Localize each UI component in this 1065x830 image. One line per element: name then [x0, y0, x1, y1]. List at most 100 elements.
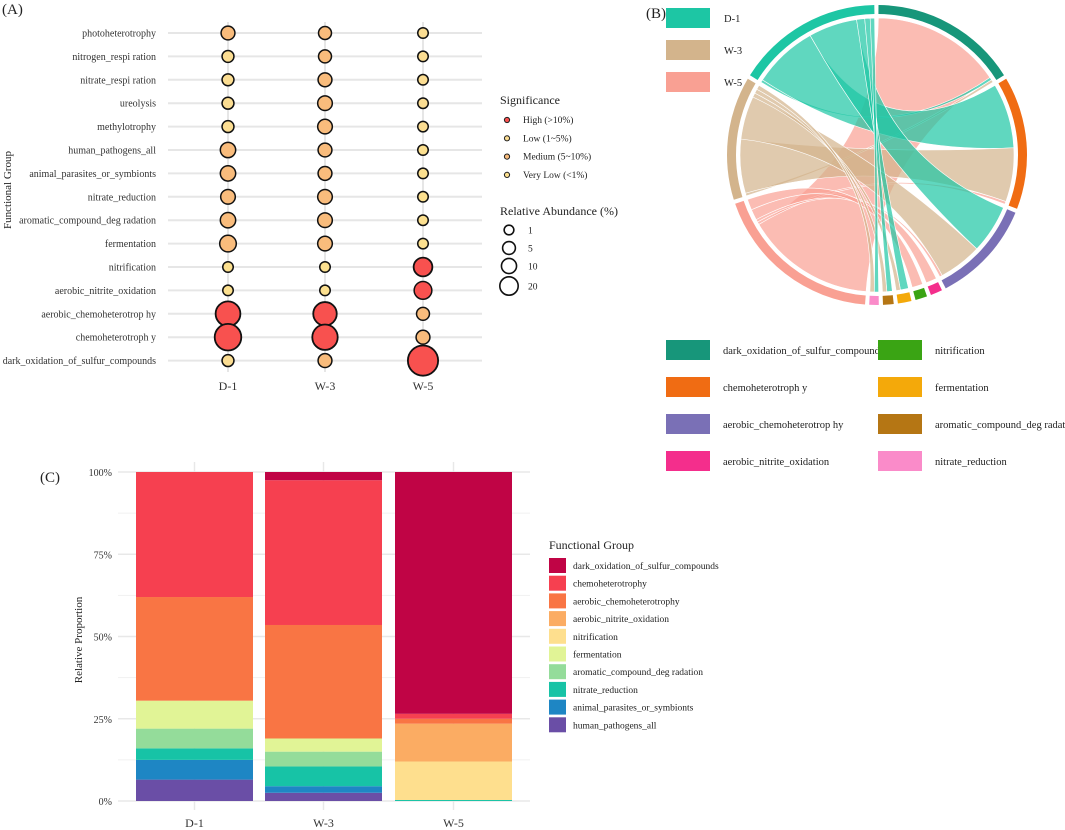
chord-arc-nitrate-reduction: [869, 295, 879, 305]
panel-a-category-labels: photoheterotrophy nitrogen_respi ration ni…: [3, 29, 157, 368]
bar-d-1-aromatic-compound-deg-radation: [136, 728, 253, 749]
legend-label-aerobic-nitrite-oxidation: aerobic_nitrite_oxidation: [573, 615, 669, 625]
target-swatch-aerobic-chemoheterotrop-hy: [666, 414, 710, 434]
size-legend-title: Relative Abundance (%): [500, 204, 618, 218]
bar-d-1-chemoheterotrophy: [136, 472, 253, 598]
chord-arc-chemoheterotroph-y: [998, 78, 1028, 209]
panel-c-stacked-bar-chart: Relative Proportion 0% 25% 50% 75% 100% D-1 W-…: [73, 462, 719, 830]
legend-swatch-chemoheterotrophy: [549, 575, 566, 591]
target-label-dark-oxidation-of-sulfur-compounds: dark_oxidation_of_sulfur_compounds: [723, 346, 884, 357]
panel-a-significance-legend: Significance High (>10%) Low (1~5%) Medium…: [500, 93, 591, 181]
panel-a-points: [213, 25, 440, 377]
panel-b-label: (B): [646, 6, 666, 22]
chord-ribbons: [739, 17, 1015, 293]
bar-w-5-aerobic-chemoheterotrop-hy: [395, 718, 512, 724]
category-label-nitrate-respi-ration: nitrate_respi ration: [80, 75, 156, 86]
ribbon-w-3-nitrate-reduction: [756, 84, 875, 293]
significance-label-low-1-5: Low (1~5%): [523, 133, 572, 144]
point-w-3-nitrification: [318, 260, 332, 274]
point-w-5-nitrate-reduction: [416, 190, 430, 203]
category-label-aerobic-chemoheterotrop-hy: aerobic_chemoheterotrop hy: [41, 309, 156, 320]
target-swatch-nitrate-reduction: [878, 451, 922, 471]
target-label-aromatic-compound-deg-radation: aromatic_compound_deg radation: [935, 420, 1065, 431]
ribbon-d-1-nitrate-reduction: [869, 17, 879, 293]
legend-label-human-pathogens-all: human_pathogens_all: [573, 721, 657, 731]
chord-arc-aromatic-compound-deg-radation: [882, 295, 894, 305]
legend-label-aromatic-compound-deg-radation: aromatic_compound_deg radation: [573, 668, 703, 678]
xtick-w-3: W-3: [313, 816, 334, 830]
bar-w-3-animal-parasites-or-symbionts: [265, 786, 382, 793]
panel-a-group-labels: D-1 W-3 W-5: [219, 379, 434, 393]
point-w-5-methylotrophy: [416, 120, 430, 133]
bar-w-5-chemoheterotrophy: [395, 713, 512, 719]
panel-c-legend: Functional Group dark_oxidation_of_sulfu…: [549, 538, 719, 733]
category-label-nitrogen-respi-ration: nitrogen_respi ration: [72, 52, 156, 63]
size-key-1: [503, 224, 515, 236]
bar-d-1-aerobic-chemoheterotrop-hy: [136, 597, 253, 701]
size-label-1: 1: [528, 227, 533, 237]
category-label-methylotrophy: methylotrophy: [97, 122, 156, 133]
chord-source-legend: D-1 W-3 W-5: [666, 8, 742, 92]
point-w-5-animal-parasites-or-symbionts: [416, 167, 430, 180]
legend-swatch-dark-oxidation-of-sulfur-compounds: [549, 558, 566, 573]
point-d-1-nitrate-reduction: [219, 188, 237, 205]
category-label-animal-parasites-or-symbionts: animal_parasites_or_symbionts: [29, 169, 156, 180]
category-label-ureolysis: ureolysis: [120, 99, 156, 110]
point-w-5-aerobic-chemoheterotrop-hy: [415, 306, 431, 322]
point-w-3-nitrate-reduction: [316, 188, 334, 205]
point-w-5-nitrogen-respi-ration: [416, 50, 430, 63]
legend-swatch-aerobic-chemoheterotrophy: [549, 593, 566, 609]
chord-arc-w-3: [727, 78, 756, 200]
point-d-1-animal-parasites-or-symbionts: [219, 164, 237, 182]
size-label-5: 5: [528, 245, 533, 255]
panel-c-legend-title: Functional Group: [549, 538, 634, 552]
ytick-50: 50%: [94, 633, 112, 644]
legend-label-chemoheterotrophy: chemoheterotrophy: [573, 580, 647, 590]
point-d-1-nitrogen-respi-ration: [221, 49, 235, 64]
chord-arc-aerobic-nitrite-oxidation: [927, 282, 942, 295]
significance-label-medium-5-10: Medium (5~10%): [523, 152, 591, 163]
bar-w-3-dark-oxidation-of-sulfur-compounds: [265, 472, 382, 481]
source-swatch-w-5: [666, 72, 710, 92]
ytick-75: 75%: [94, 550, 112, 561]
target-label-nitrate-reduction: nitrate_reduction: [935, 457, 1007, 468]
legend-swatch-nitrate-reduction: [549, 681, 566, 697]
ytick-25: 25%: [94, 715, 112, 726]
point-w-5-nitrate-respi-ration: [416, 73, 430, 86]
category-label-human-pathogens-all: human_pathogens_all: [68, 146, 156, 157]
point-w-5-chemoheterotroph-y: [415, 329, 431, 345]
chord-target-legend: dark_oxidation_of_sulfur_compounds nitrif…: [666, 340, 1065, 471]
bar-d-1-fermentation: [136, 700, 253, 729]
panel-c-axis-labels: 0% 25% 50% 75% 100% D-1 W-3 W-5: [89, 468, 464, 830]
panel-a-bubble-chart: Functional Group photoheterotrophy nitrog…: [2, 22, 618, 393]
panel-b-chord-diagram: D-1 W-3 W-5 dark_oxidation_of_sulfur_compo…: [666, 5, 1065, 471]
point-w-5-dark-oxidation-of-sulfur-compounds: [406, 344, 440, 377]
point-w-3-nitrate-respi-ration: [317, 72, 333, 88]
target-swatch-aromatic-compound-deg-radation: [878, 414, 922, 434]
chord-arc-nitrification: [913, 287, 928, 300]
legend-label-dark-oxidation-of-sulfur-compounds: dark_oxidation_of_sulfur_compounds: [573, 561, 719, 572]
bar-d-1-human-pathogens-all: [136, 779, 253, 801]
point-w-5-nitrification: [412, 256, 434, 278]
category-label-chemoheterotroph-y: chemoheterotroph y: [76, 333, 156, 344]
chord-arc-w-5: [735, 200, 866, 305]
point-d-1-methylotrophy: [221, 119, 235, 134]
point-w-5-aerobic-nitrite-oxidation: [413, 280, 433, 300]
category-label-aromatic-compound-deg-radation: aromatic_compound_deg radation: [19, 216, 156, 227]
bar-w-5-nitrate-reduction: [395, 800, 512, 801]
category-label-fermentation: fermentation: [105, 239, 156, 250]
legend-swatch-human-pathogens-all: [549, 717, 566, 733]
legend-label-animal-parasites-or-symbionts: animal_parasites_or_symbionts: [573, 704, 694, 714]
significance-key-medium-5-10: [503, 153, 511, 160]
source-label-d-1: D-1: [724, 14, 740, 25]
category-label-aerobic-nitrite-oxidation: aerobic_nitrite_oxidation: [55, 286, 156, 297]
point-w-3-dark-oxidation-of-sulfur-compounds: [317, 352, 333, 369]
panel-a-ylabel: Functional Group: [2, 151, 14, 229]
bar-w-5-dark-oxidation-of-sulfur-compounds: [395, 472, 512, 714]
point-d-1-aromatic-compound-deg-radation: [219, 211, 237, 229]
size-label-10: 10: [528, 263, 538, 273]
target-swatch-aerobic-nitrite-oxidation: [666, 451, 710, 471]
bar-w-5-aerobic-nitrite-oxidation: [395, 723, 512, 762]
size-key-5: [501, 240, 517, 256]
